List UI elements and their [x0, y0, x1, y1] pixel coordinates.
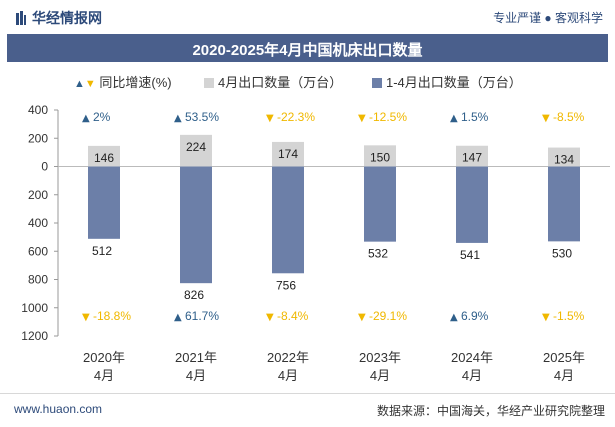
- april-bar: [272, 141, 304, 167]
- footer-divider: [0, 393, 615, 394]
- cumulative-bar: [364, 166, 396, 242]
- april-value-label: 134: [554, 153, 574, 167]
- april-value-label: 146: [94, 151, 114, 165]
- down-triangle-icon: ▼: [358, 113, 366, 124]
- site-url[interactable]: www.huaon.com: [14, 402, 103, 416]
- april-bar: [548, 147, 580, 167]
- legend-cumulative-swatch: [372, 78, 382, 88]
- x-tick-label-month: 4月: [462, 368, 482, 383]
- down-triangle-icon: ▼: [266, 113, 274, 124]
- april-growth-label: -22.3%: [277, 110, 315, 124]
- down-triangle-icon: ▼: [266, 312, 274, 323]
- cumulative-bar: [180, 166, 212, 284]
- cumulative-value-label: 512: [92, 244, 112, 258]
- legend: ▲▼ 同比增速(%) 4月出口数量（万台） 1-4月出口数量（万台）: [0, 72, 615, 92]
- legend-april: 4月出口数量（万台）: [204, 72, 342, 91]
- legend-april-swatch: [204, 78, 214, 88]
- y-tick-label: 1000: [21, 301, 48, 315]
- x-axis: 2020年 4月 2021年 4月 2022年 4月 2023年 4月 2024年 4月 2025年…: [83, 350, 585, 383]
- data-source: 数据来源：中国海关，华经产业研究院整理: [376, 404, 605, 418]
- y-tick-label: 600: [28, 244, 48, 258]
- april-value-label: 147: [462, 151, 482, 165]
- x-tick-label-month: 4月: [370, 368, 390, 383]
- x-tick-label-month: 4月: [554, 368, 574, 383]
- cumulative-bar: [272, 166, 304, 274]
- cumulative-growth-label: -29.1%: [369, 309, 407, 323]
- y-tick-label: 400: [28, 216, 48, 230]
- cumulative-growth-label: -1.5%: [553, 309, 585, 323]
- footer: [0, 391, 615, 427]
- chart-title: 2020-2025年4月中国机床出口数量: [192, 42, 423, 59]
- x-tick-label-month: 4月: [186, 368, 206, 383]
- up-triangle-icon: ▲: [74, 78, 85, 90]
- cumulative-value-label: 826: [184, 288, 204, 302]
- april-value-label: 150: [370, 150, 390, 164]
- april-growth-label: 53.5%: [185, 110, 219, 124]
- cumulative-bar: [548, 166, 580, 242]
- x-tick-label-year: 2024年: [451, 350, 493, 365]
- y-tick-label: 200: [28, 131, 48, 145]
- x-tick-label-year: 2023年: [359, 350, 401, 365]
- y-tick-label: 1200: [21, 329, 48, 343]
- up-triangle-icon: ▲: [174, 312, 182, 323]
- legend-growth-label: 同比增速(%): [99, 75, 172, 90]
- up-triangle-icon: ▲: [450, 113, 458, 124]
- up-triangle-icon: ▲: [82, 113, 90, 124]
- april-bar: [456, 145, 488, 167]
- x-tick-label-year: 2022年: [267, 350, 309, 365]
- april-bar: [364, 145, 396, 167]
- cumulative-value-label: 530: [552, 246, 572, 260]
- x-tick-label-year: 2021年: [175, 350, 217, 365]
- growth-labels: ▲ 2%▼ -18.8%▲ 53.5%▲ 61.7%▼ -22.3%▼ -8.4%▼ -12.…: [82, 110, 585, 323]
- april-growth-label: -12.5%: [369, 110, 407, 124]
- cumulative-value-label: 756: [276, 278, 296, 292]
- april-growth-label: -8.5%: [553, 110, 585, 124]
- april-bar: [180, 134, 212, 167]
- x-tick-label-month: 4月: [94, 368, 114, 383]
- april-value-label: 174: [278, 147, 298, 161]
- cumulative-bar: [456, 166, 488, 243]
- cumulative-bar: [88, 166, 120, 239]
- slogan: 专业严谨 ● 客观科学: [493, 11, 603, 25]
- legend-april-label: 4月出口数量（万台）: [218, 75, 343, 90]
- x-tick-label-month: 4月: [278, 368, 298, 383]
- cumulative-value-label: 541: [460, 248, 480, 262]
- april-growth-label: 2%: [93, 110, 111, 124]
- april-value-label: 224: [186, 140, 206, 154]
- down-triangle-icon: ▼: [358, 312, 366, 323]
- cumulative-growth-label: 6.9%: [461, 309, 489, 323]
- y-tick-label: 400: [28, 103, 48, 117]
- y-tick-label: 0: [41, 160, 48, 174]
- x-tick-label-year: 2020年: [83, 350, 125, 365]
- legend-cumulative-label: 1-4月出口数量（万台）: [386, 75, 522, 90]
- down-triangle-icon: ▼: [84, 78, 96, 90]
- legend-cumulative: 1-4月出口数量（万台）: [372, 72, 522, 91]
- down-triangle-icon: ▼: [542, 113, 550, 124]
- up-triangle-icon: ▲: [174, 113, 182, 124]
- y-tick-label: 800: [28, 273, 48, 287]
- y-axis: 400 200 0 200 400 600 800 1000 1200: [21, 103, 59, 343]
- april-bar: [88, 145, 120, 167]
- cumulative-growth-label: 61.7%: [185, 309, 219, 323]
- top-bar: 华经情报网 专业严谨 ● 客观科学: [0, 0, 615, 34]
- bars: 146 512 224 826 174 756 150 532 147 541 134 530: [58, 134, 610, 302]
- legend-growth: ▲▼ 同比增速(%): [74, 72, 172, 91]
- cumulative-growth-label: -18.8%: [93, 309, 131, 323]
- title-bar: 2020-2025年4月中国机床出口数量: [7, 34, 608, 62]
- logo-icon: [16, 11, 26, 25]
- up-triangle-icon: ▲: [450, 312, 458, 323]
- down-triangle-icon: ▼: [82, 312, 90, 323]
- down-triangle-icon: ▼: [542, 312, 550, 323]
- logo-text: 华经情报网: [32, 10, 102, 26]
- april-growth-label: 1.5%: [461, 110, 489, 124]
- brand-logo: 华经情报网: [16, 8, 102, 28]
- x-tick-label-year: 2025年: [543, 350, 585, 365]
- cumulative-value-label: 532: [368, 247, 388, 261]
- y-tick-label: 200: [28, 188, 48, 202]
- cumulative-growth-label: -8.4%: [277, 309, 309, 323]
